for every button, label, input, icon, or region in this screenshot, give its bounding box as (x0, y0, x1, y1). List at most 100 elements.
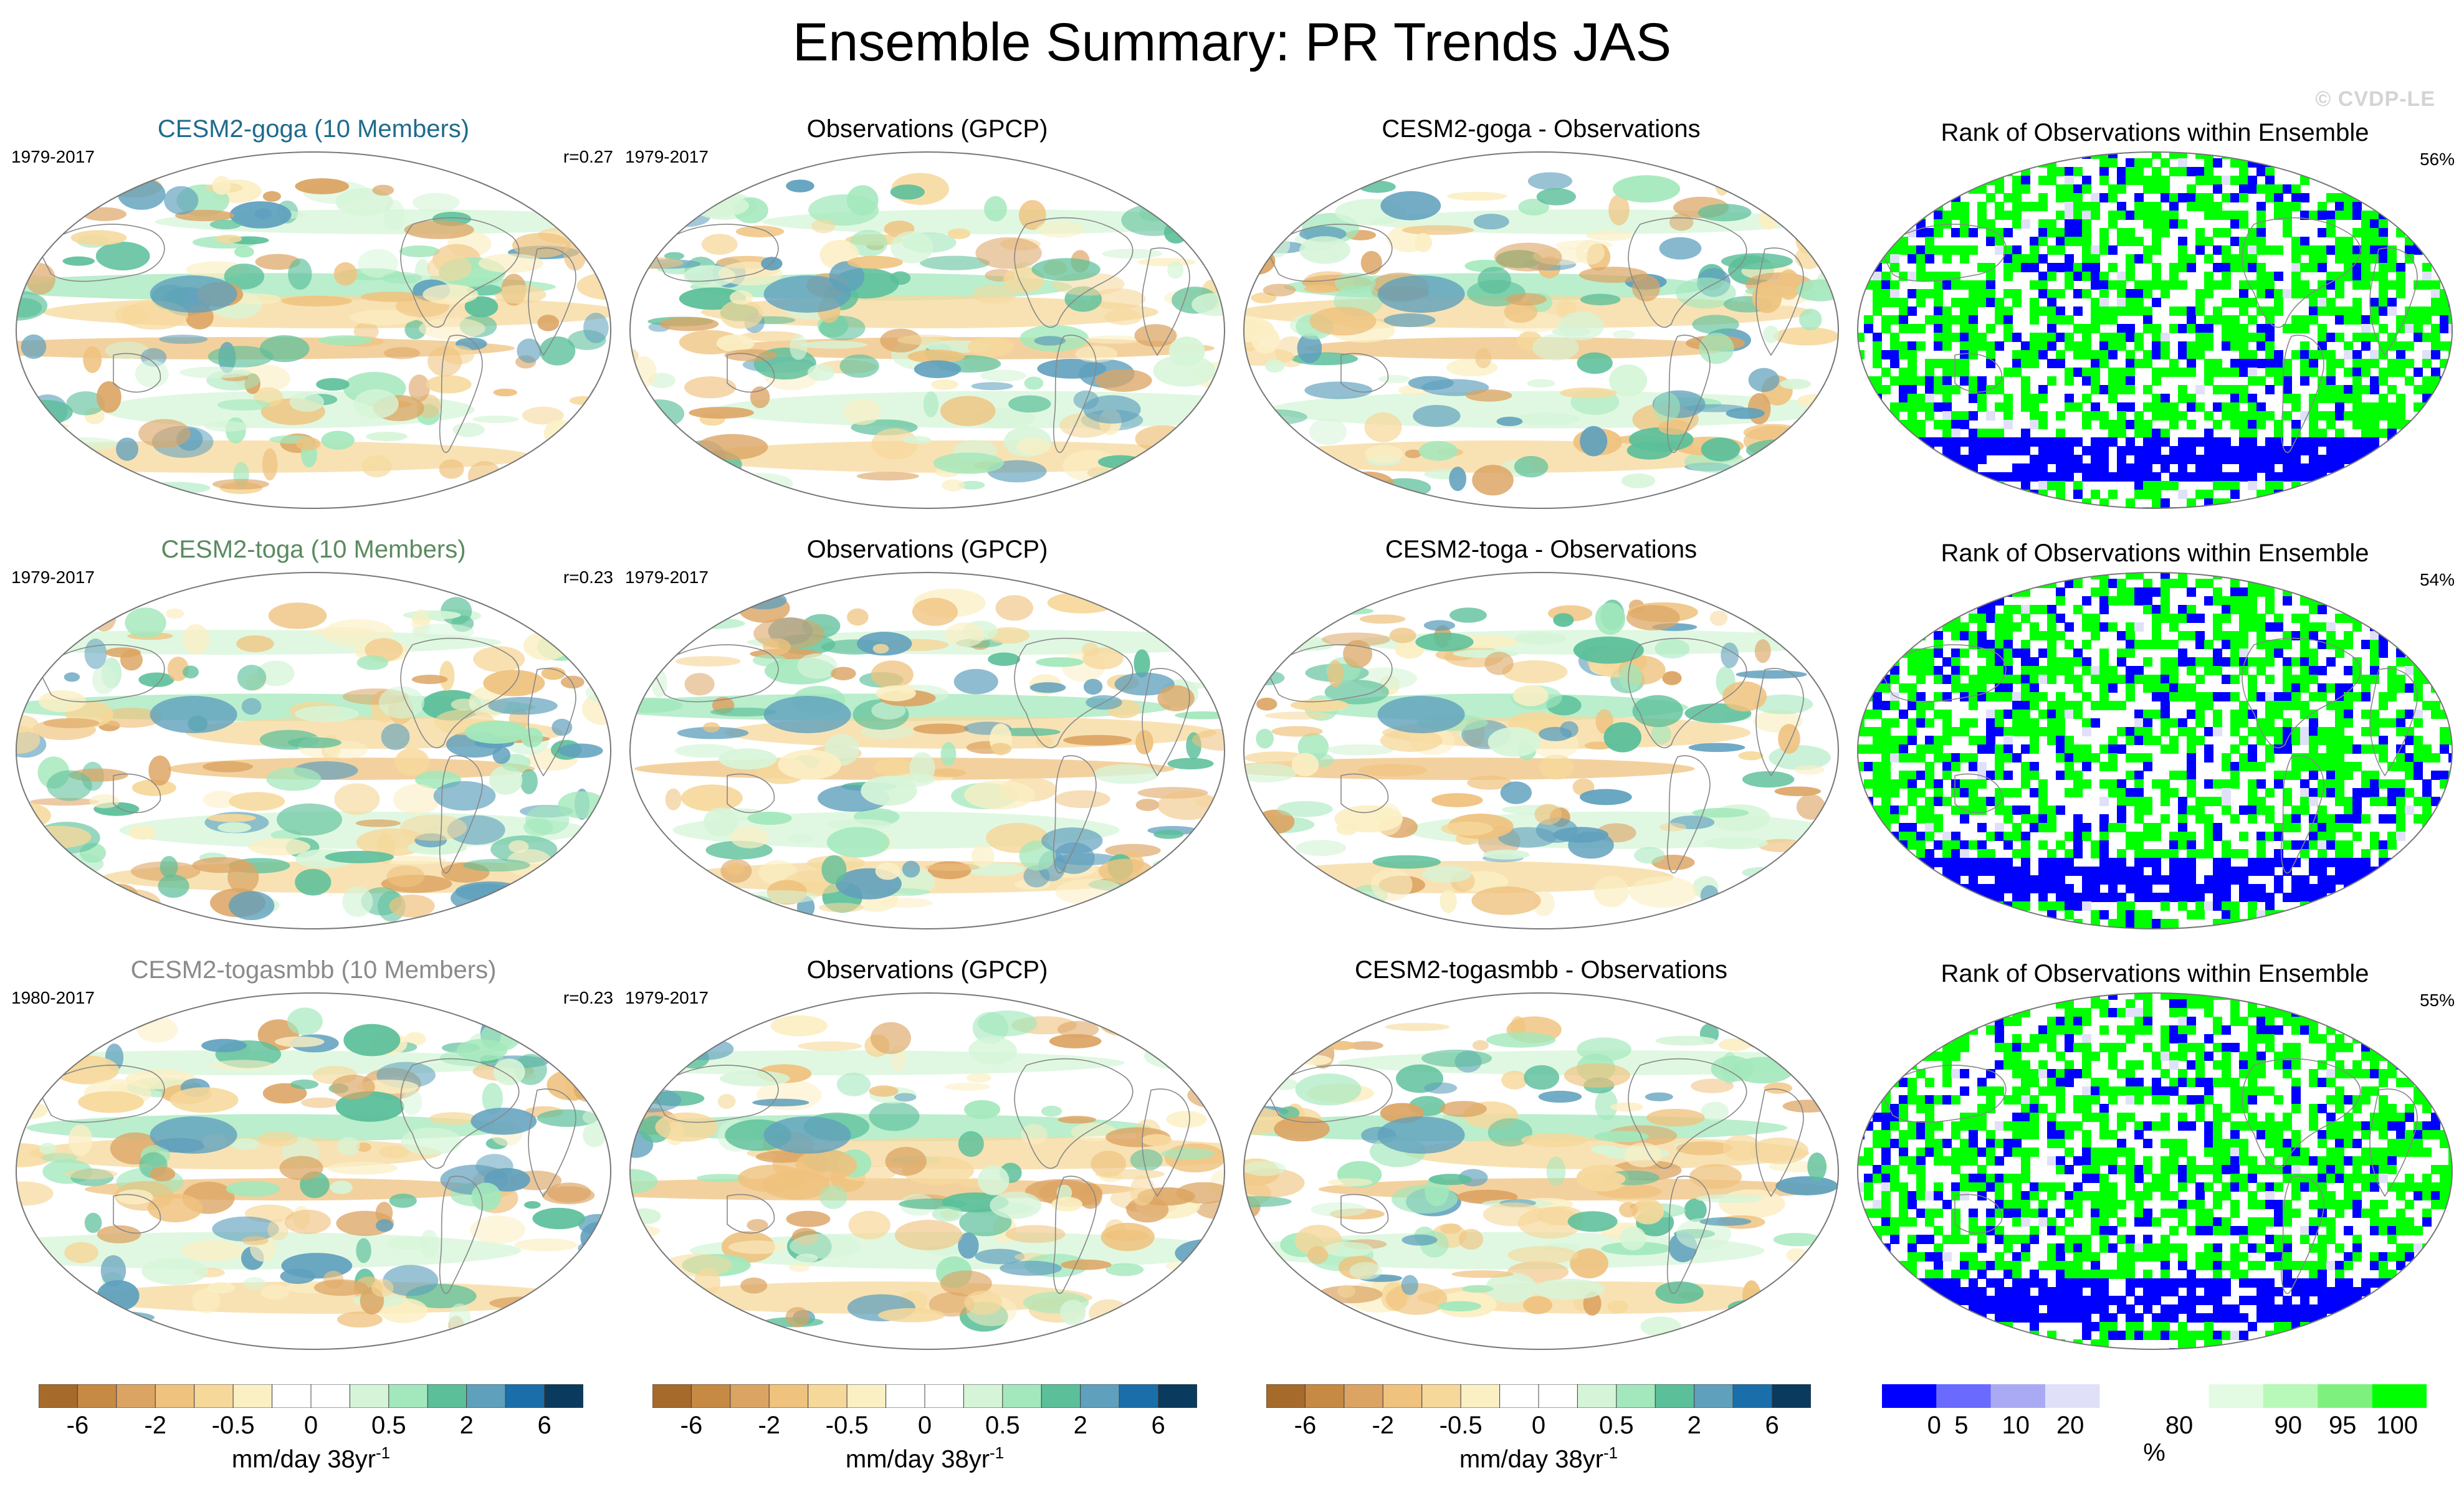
colorbar-tick-label: -6 (1268, 1410, 1342, 1440)
colorbar-swatch (350, 1384, 388, 1408)
colorbar-tick-label: -2 (732, 1410, 806, 1440)
colorbar-swatch (272, 1384, 311, 1408)
model-trend-map (14, 570, 613, 931)
colorbar-swatch (808, 1384, 847, 1408)
colorbar-unit-label: mm/day 38yr-1 (39, 1438, 583, 1474)
colorbar-swatch (1655, 1384, 1694, 1408)
panel-title-obs: Observations (GPCP) (628, 955, 1227, 985)
colorbar-swatch (155, 1384, 194, 1408)
colorbar-tick-label: 2 (1043, 1410, 1118, 1440)
colorbar-swatch (1772, 1384, 1811, 1408)
colorbar-swatch (233, 1384, 272, 1408)
colorbar-tick-label: -2 (1345, 1410, 1420, 1440)
colorbar-swatch (963, 1384, 1002, 1408)
colorbar-unit-exponent: -1 (376, 1443, 390, 1462)
colorbar-tick-label: 80 (2142, 1410, 2217, 1440)
colorbar-swatch (2100, 1384, 2154, 1408)
colorbar-unit-label: mm/day 38yr-1 (1266, 1438, 1811, 1474)
rank-colorbar (1882, 1384, 2427, 1408)
colorbar-swatch (1383, 1384, 1421, 1408)
model-trend-map (14, 991, 613, 1352)
rank-map (1855, 150, 2455, 511)
colorbar-unit-exponent: -1 (990, 1443, 1004, 1462)
colorbar-swatch (1577, 1384, 1616, 1408)
panel-title-diff: CESM2-toga - Observations (1241, 535, 1841, 564)
colorbar-swatch (2318, 1384, 2372, 1408)
panel-title-diff: CESM2-goga - Observations (1241, 114, 1841, 144)
colorbar-swatch (389, 1384, 427, 1408)
colorbar-swatch (117, 1384, 155, 1408)
colorbar-unit-exponent: -1 (1603, 1443, 1618, 1462)
panel-title-model: CESM2-togasmbb (10 Members) (14, 955, 613, 985)
watermark: © CVDP-LE (2315, 87, 2435, 112)
colorbar-swatch (1119, 1384, 1158, 1408)
colorbar-tick-label: -2 (118, 1410, 193, 1440)
colorbar-swatch (1991, 1384, 2045, 1408)
obs-trend-map (628, 991, 1227, 1352)
colorbar-tick-label: 6 (507, 1410, 582, 1440)
colorbar-swatch (886, 1384, 925, 1408)
colorbar-swatch (427, 1384, 466, 1408)
colorbar-tick-label: 6 (1121, 1410, 1196, 1440)
colorbar-swatch (769, 1384, 808, 1408)
diff-trend-map (1241, 991, 1841, 1352)
main-title: Ensemble Summary: PR Trends JAS (0, 11, 2464, 74)
colorbar-tick-label: -0.5 (809, 1410, 884, 1440)
colorbar-tick-label: 0 (274, 1410, 348, 1440)
trend-colorbar (39, 1384, 583, 1408)
colorbar-tick-label: -6 (654, 1410, 728, 1440)
colorbar-swatch (39, 1384, 77, 1408)
colorbar-swatch (194, 1384, 233, 1408)
panel-title-rank: Rank of Observations within Ensemble (1855, 118, 2455, 148)
colorbar-swatch (467, 1384, 505, 1408)
colorbar-swatch (1041, 1384, 1080, 1408)
colorbar-swatch (1305, 1384, 1344, 1408)
diff-trend-map (1241, 150, 1841, 511)
panel-title-model: CESM2-toga (10 Members) (14, 535, 613, 564)
colorbar-unit-label: mm/day 38yr-1 (652, 1438, 1197, 1474)
colorbar-swatch (1539, 1384, 1577, 1408)
colorbar-swatch (77, 1384, 116, 1408)
colorbar-unit-label: % (1882, 1438, 2427, 1468)
colorbar-tick-label: 0.5 (351, 1410, 426, 1440)
colorbar-swatch (1344, 1384, 1383, 1408)
colorbar-swatch (652, 1384, 691, 1408)
colorbar-swatch (730, 1384, 769, 1408)
panel-title-rank: Rank of Observations within Ensemble (1855, 959, 2455, 989)
colorbar-unit-text: mm/day 38yr (1459, 1445, 1603, 1473)
colorbar-swatch (1694, 1384, 1733, 1408)
trend-colorbar (1266, 1384, 1811, 1408)
colorbar-swatch (1422, 1384, 1461, 1408)
panel-title-rank: Rank of Observations within Ensemble (1855, 538, 2455, 568)
colorbar-swatch (1733, 1384, 1772, 1408)
colorbar-swatch (1882, 1384, 1936, 1408)
colorbar-swatch (691, 1384, 730, 1408)
colorbar-tick-label: 2 (1657, 1410, 1732, 1440)
panel-title-obs: Observations (GPCP) (628, 114, 1227, 144)
colorbar-tick-label: 0 (1501, 1410, 1576, 1440)
colorbar-swatch (1936, 1384, 1990, 1408)
trend-colorbar (652, 1384, 1197, 1408)
colorbar-tick-label: -0.5 (1423, 1410, 1498, 1440)
colorbar-tick-label: 2 (429, 1410, 504, 1440)
colorbar-tick-label: 6 (1735, 1410, 1810, 1440)
diff-trend-map (1241, 570, 1841, 931)
model-trend-map (14, 150, 613, 511)
colorbar-unit-text: mm/day 38yr (232, 1445, 376, 1473)
colorbar-tick-label: 20 (2033, 1410, 2108, 1440)
obs-trend-map (628, 570, 1227, 931)
obs-trend-map (628, 150, 1227, 511)
colorbar-swatch (2263, 1384, 2318, 1408)
panel-title-model: CESM2-goga (10 Members) (14, 114, 613, 144)
colorbar-tick-label: -6 (40, 1410, 115, 1440)
colorbar-swatch (847, 1384, 886, 1408)
colorbar-unit-text: mm/day 38yr (846, 1445, 990, 1473)
colorbar-swatch (1003, 1384, 1041, 1408)
panel-title-obs: Observations (GPCP) (628, 535, 1227, 564)
colorbar-swatch (311, 1384, 350, 1408)
colorbar-swatch (505, 1384, 544, 1408)
colorbar-tick-label: 0.5 (1579, 1410, 1654, 1440)
colorbar-swatch (1500, 1384, 1539, 1408)
colorbar-swatch (2045, 1384, 2099, 1408)
colorbar-swatch (545, 1384, 583, 1408)
